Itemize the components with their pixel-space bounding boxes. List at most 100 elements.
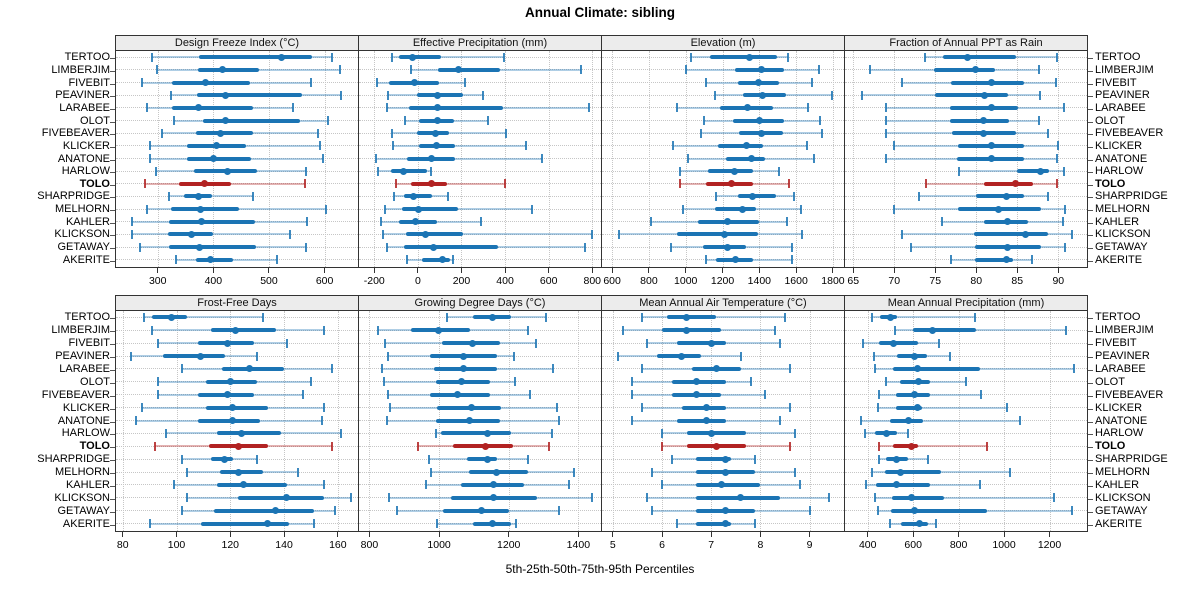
whisker-cap-95th <box>938 338 941 348</box>
bar-25th-75th <box>238 495 325 500</box>
axis-tick-label: 80 <box>970 275 983 287</box>
whisker-cap-5th <box>690 52 693 62</box>
bar-25th-75th <box>206 405 268 410</box>
bar-25th-75th <box>403 245 499 250</box>
median-dot <box>722 520 730 528</box>
axis-tick <box>268 268 270 273</box>
whisker-cap-5th <box>434 428 437 438</box>
axis-tick <box>368 532 370 537</box>
median-dot <box>229 404 237 412</box>
median-dot <box>722 507 730 515</box>
gridline-horizontal <box>845 195 1087 197</box>
whisker-cap-95th <box>318 141 321 151</box>
whisker-cap-5th <box>385 103 388 113</box>
median-dot <box>910 391 918 399</box>
whisker-cap-5th <box>180 506 183 516</box>
category-tick-left <box>110 197 115 199</box>
median-dot <box>481 442 489 450</box>
site-label-melhorn: MELHORN <box>1095 203 1151 216</box>
axis-tick <box>934 268 936 273</box>
category-tick-left <box>110 235 115 237</box>
site-label-larabee: LARABEE <box>1095 362 1146 375</box>
site-label-klicker: KLICKER <box>1095 401 1143 414</box>
whisker-cap-5th <box>170 90 173 100</box>
axis-tick <box>612 532 614 537</box>
whisker-cap-5th <box>384 338 387 348</box>
median-dot <box>1003 218 1011 226</box>
axis-tick <box>417 268 419 273</box>
gridline-horizontal <box>359 158 601 159</box>
whisker-cap-5th <box>140 403 143 413</box>
range-5th-95th <box>391 132 507 135</box>
median-dot <box>1003 192 1011 200</box>
strip-header: Design Freeze Index (°C) <box>115 35 359 51</box>
median-dot <box>427 180 435 188</box>
gridline-horizontal <box>116 259 358 261</box>
strip-header: Frost-Free Days <box>115 295 359 311</box>
gridline-vertical <box>461 51 463 267</box>
strip-header: Growing Degree Days (°C) <box>358 295 602 311</box>
gridline-vertical <box>612 51 614 267</box>
bar-25th-75th <box>935 93 1009 98</box>
axis-tick <box>722 268 724 273</box>
gridline-horizontal <box>116 233 358 235</box>
axis-tick <box>229 532 231 537</box>
site-label-klickson: KLICKSON <box>54 228 110 241</box>
category-tick-right <box>1088 235 1093 237</box>
axis-tick-label: 600 <box>603 275 621 287</box>
median-dot <box>757 129 765 137</box>
median-dot <box>433 104 441 112</box>
median-dot <box>702 417 710 424</box>
category-tick-right <box>1088 498 1093 500</box>
median-dot <box>683 326 691 334</box>
whisker-cap-5th <box>404 116 406 126</box>
panel-row-top: TERTOO LIMBERJIM FIVEBIT PEAVINER LARABEE OLO… <box>0 35 1200 293</box>
whisker-cap-5th <box>877 454 880 464</box>
gridline-horizontal <box>116 316 358 318</box>
axis-tick-label: 500 <box>260 275 278 287</box>
bar-25th-75th <box>437 67 500 72</box>
whisker-cap-95th <box>1057 141 1060 151</box>
whisker-cap-95th <box>515 519 518 529</box>
category-tick-right <box>1088 434 1093 436</box>
site-label-getaway: GETAWAY <box>1095 504 1148 517</box>
panel-mean-annual-precipitation-mm: Mean Annual Precipitation (mm) 400 600 800 1… <box>844 295 1088 556</box>
gridline-horizontal <box>602 158 844 159</box>
panel-axis: 800 1000 1200 1400 <box>359 532 601 556</box>
whisker-cap-5th <box>186 467 189 477</box>
category-tick-right <box>1088 108 1093 110</box>
gridline-vertical <box>935 51 937 267</box>
bar-25th-75th <box>216 431 282 436</box>
whisker-cap-95th <box>261 312 264 322</box>
site-label-akerite: AKERITE <box>62 517 110 530</box>
median-dot <box>756 117 764 125</box>
whisker-cap-5th <box>631 416 634 425</box>
bar-25th-75th <box>714 207 756 212</box>
whisker-cap-5th <box>417 441 420 451</box>
axis-tick-label: 85 <box>1011 275 1024 287</box>
whisker-cap-95th <box>790 255 793 265</box>
gridline-vertical <box>853 51 855 267</box>
whisker-cap-95th <box>788 441 791 451</box>
bar-25th-75th <box>216 482 287 487</box>
bar-25th-75th <box>943 55 1016 60</box>
category-tick-right <box>1088 344 1093 346</box>
gridline-vertical <box>122 311 124 531</box>
whisker-cap-5th <box>150 52 153 62</box>
site-label-peaviner: PEAVINER <box>1095 350 1150 363</box>
gridline-vertical <box>505 51 507 267</box>
axis-tick <box>893 268 895 273</box>
axis-tick-label: 1400 <box>747 275 772 287</box>
bar-25th-75th <box>892 444 919 449</box>
whisker-cap-5th <box>917 191 920 201</box>
category-tick-left <box>110 395 115 397</box>
whisker-cap-95th <box>451 255 454 265</box>
whisker-cap-95th <box>754 454 757 464</box>
panel-body <box>601 51 845 268</box>
median-dot <box>278 53 286 61</box>
site-label-fivebit: FIVEBIT <box>68 76 110 89</box>
axis-tick-label: 1200 <box>710 275 735 287</box>
site-label-fivebeaver: FIVEBEAVER <box>1095 127 1164 140</box>
gridline-horizontal <box>359 183 601 185</box>
